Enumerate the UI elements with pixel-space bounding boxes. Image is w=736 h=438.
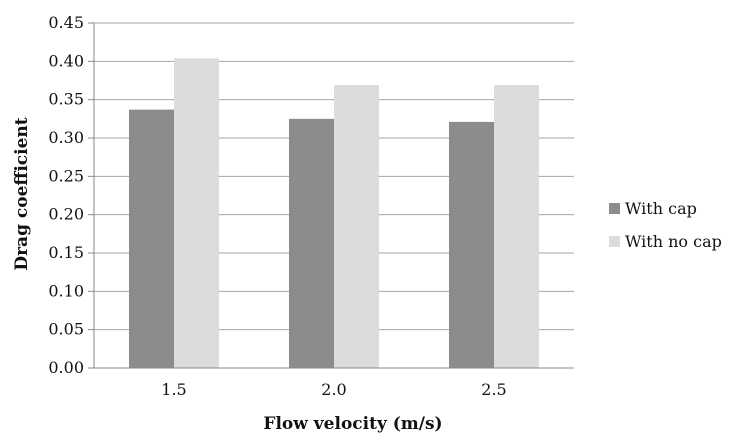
legend-swatch (609, 203, 620, 214)
y-tick-label: 0.10 (48, 281, 84, 300)
y-axis-title: Drag coefficient (12, 117, 32, 270)
x-tick-labels: 1.5 2.0 2.5 (161, 380, 506, 399)
y-tick-label: 0.00 (48, 358, 84, 377)
legend: With cap With no cap (609, 199, 722, 251)
legend-label: With cap (625, 199, 697, 218)
y-tick-label: 0.05 (48, 320, 84, 339)
bar-with-cap-1.5 (129, 109, 174, 368)
legend-swatch (609, 236, 620, 247)
x-tick-label: 1.5 (161, 380, 186, 399)
axes (93, 23, 574, 369)
y-tick-label: 0.20 (48, 205, 84, 224)
bar-with-no-cap-2.0 (334, 85, 379, 368)
y-tick-label: 0.30 (48, 128, 84, 147)
bar-with-no-cap-2.5 (494, 85, 539, 368)
bar-with-cap-2.5 (449, 121, 494, 369)
y-tick-label: 0.45 (48, 13, 84, 32)
y-tick-label: 0.25 (48, 166, 84, 185)
y-tick-labels: 0.00 0.05 0.10 0.15 0.20 0.25 0.30 0.35 0.40 0.45 (48, 13, 84, 377)
bar-with-cap-2.0 (289, 118, 334, 368)
x-tick-label: 2.5 (481, 380, 506, 399)
x-tick-label: 2.0 (321, 380, 346, 399)
y-tick-label: 0.15 (48, 243, 84, 262)
bar-with-no-cap-1.5 (174, 58, 219, 369)
y-tick-label: 0.35 (48, 90, 84, 109)
x-axis-title: Flow velocity (m/s) (263, 414, 442, 434)
y-tick-label: 0.40 (48, 51, 84, 70)
legend-label: With no cap (625, 232, 722, 251)
bars (129, 58, 539, 369)
